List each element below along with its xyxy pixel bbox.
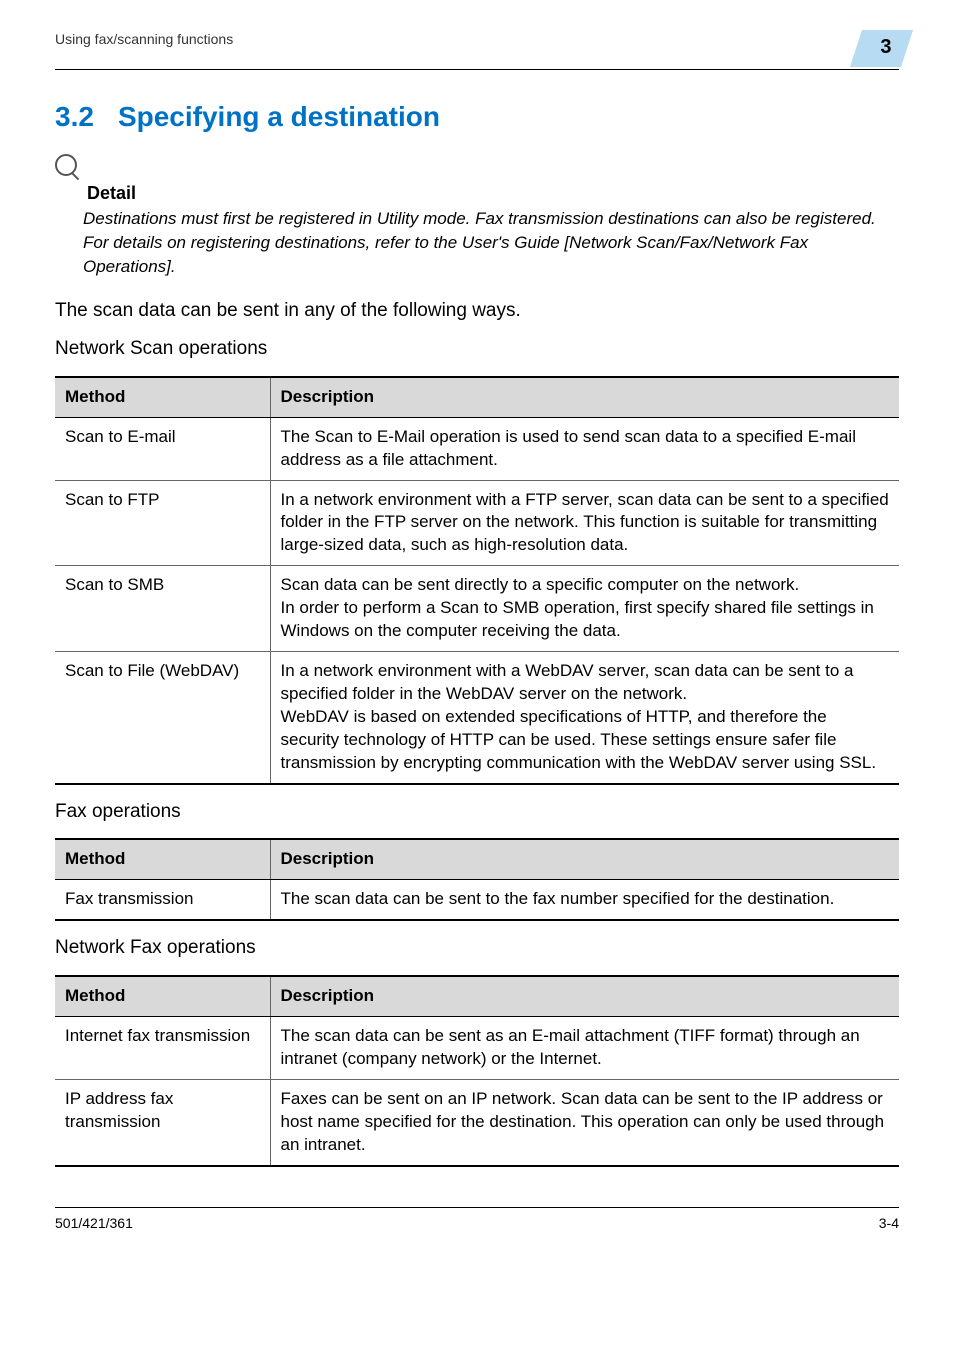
cell-method: Scan to SMB xyxy=(55,566,270,652)
detail-heading: Detail xyxy=(87,181,899,205)
table-row: IP address fax transmission Faxes can be… xyxy=(55,1079,899,1165)
cell-method: Scan to E-mail xyxy=(55,417,270,480)
table-row: Scan to File (WebDAV) In a network envir… xyxy=(55,652,899,784)
table-row: Scan to E-mail The Scan to E-Mail operat… xyxy=(55,417,899,480)
table-row: Fax transmission The scan data can be se… xyxy=(55,880,899,920)
cell-desc: In a network environment with a WebDAV s… xyxy=(270,652,899,784)
cell-desc: Faxes can be sent on an IP network. Scan… xyxy=(270,1079,899,1165)
network-fax-title: Network Fax operations xyxy=(55,935,899,961)
cell-method: Fax transmission xyxy=(55,880,270,920)
col-method: Method xyxy=(55,976,270,1016)
footer-right: 3-4 xyxy=(879,1214,899,1233)
cell-desc: The scan data can be sent as an E-mail a… xyxy=(270,1016,899,1079)
cell-method: Scan to FTP xyxy=(55,480,270,566)
section-number: 3.2 xyxy=(55,101,94,132)
running-title: Using fax/scanning functions xyxy=(55,30,233,49)
network-scan-title: Network Scan operations xyxy=(55,336,899,362)
fax-title: Fax operations xyxy=(55,799,899,825)
cell-desc: The Scan to E-Mail operation is used to … xyxy=(270,417,899,480)
cell-method: Scan to File (WebDAV) xyxy=(55,652,270,784)
cell-method: Internet fax transmission xyxy=(55,1016,270,1079)
top-rule xyxy=(55,69,899,70)
fax-table: Method Description Fax transmission The … xyxy=(55,838,899,921)
col-description: Description xyxy=(270,839,899,879)
cell-desc: In a network environment with a FTP serv… xyxy=(270,480,899,566)
cell-desc: Scan data can be sent directly to a spec… xyxy=(270,566,899,652)
table-row: Internet fax transmission The scan data … xyxy=(55,1016,899,1079)
cell-method: IP address fax transmission xyxy=(55,1079,270,1165)
page-chip-number: 3 xyxy=(880,34,891,61)
intro-text: The scan data can be sent in any of the … xyxy=(55,298,899,324)
page-chip: 3 xyxy=(850,30,913,67)
col-method: Method xyxy=(55,377,270,417)
table-row: Scan to FTP In a network environment wit… xyxy=(55,480,899,566)
detail-text: Destinations must first be registered in… xyxy=(83,207,899,278)
table-row: Scan to SMB Scan data can be sent direct… xyxy=(55,566,899,652)
col-method: Method xyxy=(55,839,270,879)
col-description: Description xyxy=(270,377,899,417)
magnifier-icon xyxy=(55,154,77,176)
footer-left: 501/421/361 xyxy=(55,1214,133,1233)
col-description: Description xyxy=(270,976,899,1016)
section-title-text: Specifying a destination xyxy=(118,101,440,132)
page-footer: 501/421/361 3-4 xyxy=(55,1207,899,1233)
section-heading: 3.2 Specifying a destination xyxy=(55,98,899,136)
cell-desc: The scan data can be sent to the fax num… xyxy=(270,880,899,920)
network-scan-table: Method Description Scan to E-mail The Sc… xyxy=(55,376,899,785)
network-fax-table: Method Description Internet fax transmis… xyxy=(55,975,899,1167)
